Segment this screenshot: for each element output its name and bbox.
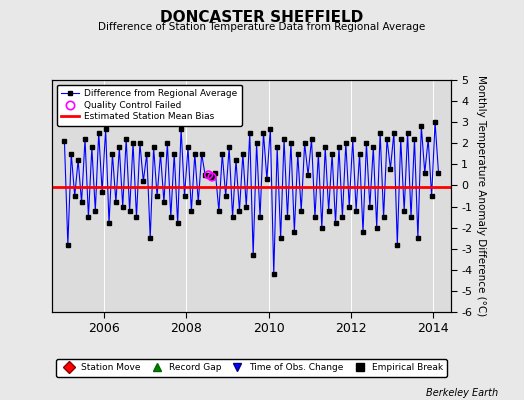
Text: Berkeley Earth: Berkeley Earth bbox=[425, 388, 498, 398]
Text: Difference of Station Temperature Data from Regional Average: Difference of Station Temperature Data f… bbox=[99, 22, 425, 32]
Legend: Station Move, Record Gap, Time of Obs. Change, Empirical Break: Station Move, Record Gap, Time of Obs. C… bbox=[56, 359, 447, 377]
Point bbox=[204, 172, 213, 178]
Point bbox=[208, 174, 216, 180]
Y-axis label: Monthly Temperature Anomaly Difference (°C): Monthly Temperature Anomaly Difference (… bbox=[476, 75, 486, 317]
Legend: Difference from Regional Average, Quality Control Failed, Estimated Station Mean: Difference from Regional Average, Qualit… bbox=[57, 84, 242, 126]
Text: DONCASTER SHEFFIELD: DONCASTER SHEFFIELD bbox=[160, 10, 364, 25]
